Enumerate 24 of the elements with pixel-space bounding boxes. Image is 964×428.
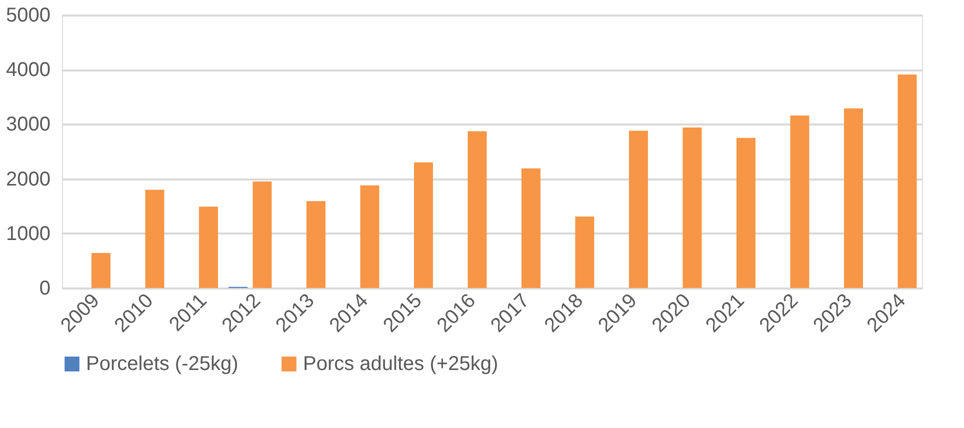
bar (252, 182, 272, 288)
bar (682, 127, 702, 288)
legend-label: Porcelets (-25kg) (86, 353, 238, 375)
bar (145, 190, 164, 288)
bar (91, 253, 110, 288)
bar (306, 201, 326, 288)
y-tick-label: 4000 (6, 59, 50, 82)
bar (414, 162, 433, 288)
bar (844, 108, 863, 288)
bar (790, 115, 810, 288)
y-tick-label: 0 (39, 278, 50, 300)
y-tick-label: 5000 (6, 4, 50, 26)
y-tick-label: 1000 (6, 222, 50, 245)
y-tick-label: 3000 (6, 114, 50, 136)
bar (575, 216, 594, 288)
bar (198, 206, 218, 288)
y-tick-label: 2000 (6, 168, 50, 190)
bar (521, 168, 540, 288)
legend-label: Porcs adultes (+25kg) (303, 353, 498, 375)
bar (736, 138, 756, 288)
bar (898, 74, 917, 288)
bar (468, 131, 487, 288)
bar (360, 185, 380, 288)
bar (628, 130, 648, 288)
